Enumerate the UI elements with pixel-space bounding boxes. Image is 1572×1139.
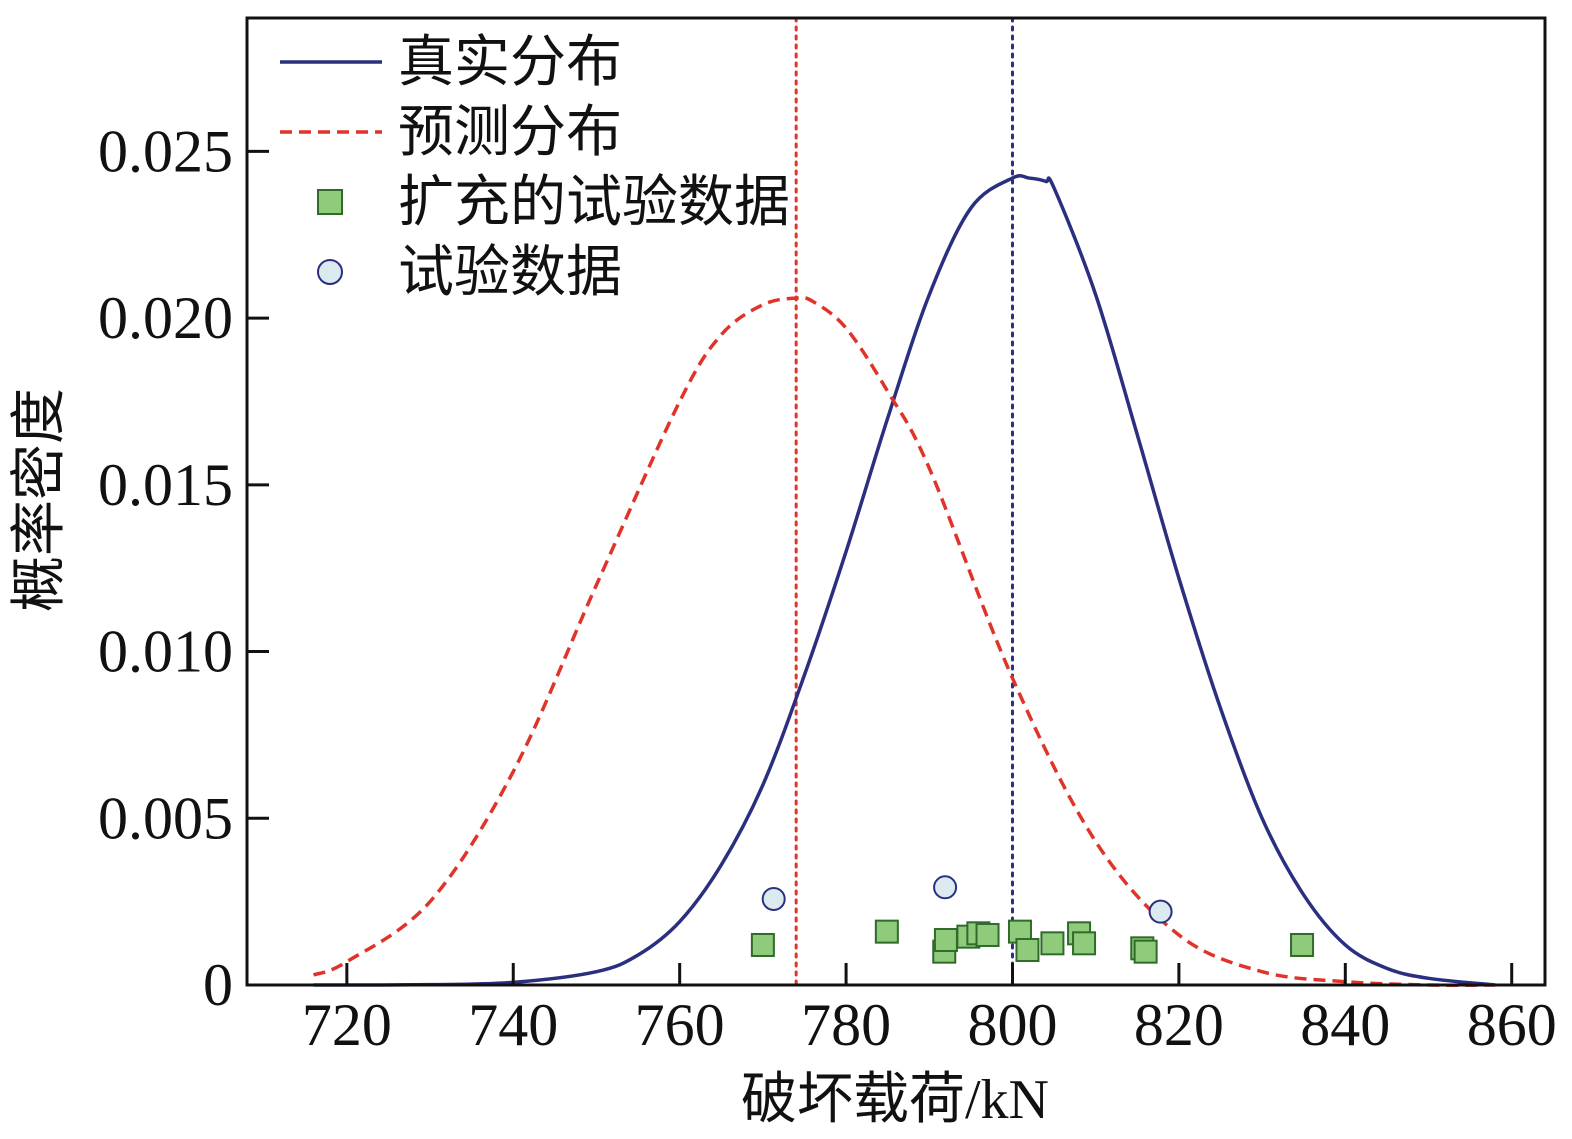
expanded-data-point: [1072, 931, 1097, 956]
predicted-distribution-line: [312, 295, 1496, 987]
legend-label: 试验数据: [398, 242, 622, 304]
expanded-data-point: [933, 927, 958, 952]
test-data-point: [1148, 899, 1173, 924]
expanded-data-point: [1133, 939, 1158, 964]
legend-label: 真实分布: [398, 32, 622, 94]
expanded-data-point: [1290, 932, 1315, 957]
true-distribution-line: [313, 173, 1496, 987]
y-tick-label: 0.015: [98, 452, 233, 518]
y-tick-label: 0.025: [98, 118, 233, 184]
y-tick-label: 0: [203, 952, 233, 1018]
plot-layer: [312, 16, 1496, 987]
x-tick-label: 780: [801, 992, 891, 1058]
x-tick-label: 860: [1467, 992, 1557, 1058]
expanded-data-point: [1015, 937, 1040, 962]
x-tick-label: 820: [1134, 992, 1224, 1058]
test-data-point: [761, 886, 786, 911]
legend-label: 扩充的试验数据: [398, 172, 790, 234]
legend-square-swatch: [317, 189, 343, 215]
x-tick-label: 720: [302, 992, 392, 1058]
x-tick-label: 800: [967, 992, 1057, 1058]
legend-label: 预测分布: [398, 102, 622, 164]
y-tick-label: 0.005: [98, 785, 233, 851]
x-tick-label: 840: [1300, 992, 1390, 1058]
y-axis-title: 概率密度: [9, 388, 71, 612]
plot-frame: [245, 16, 1547, 987]
x-tick-label: 760: [635, 992, 725, 1058]
expanded-data-point: [874, 919, 899, 944]
axis-layer: 720 740 760 780 800 820 840 860 0 0.005 0.010 0.015…: [98, 16, 1557, 1058]
y-tick-label: 0.010: [98, 619, 233, 685]
test-data-point: [933, 875, 958, 900]
expanded-data-point: [750, 932, 775, 957]
expanded-data-point: [1040, 931, 1065, 956]
x-tick-label: 740: [468, 992, 558, 1058]
x-axis-title: 破坏载荷/kN: [741, 1069, 1049, 1131]
legend-circle-swatch: [317, 259, 343, 285]
expanded-data-point: [975, 922, 1000, 947]
y-tick-label: 0.020: [98, 285, 233, 351]
